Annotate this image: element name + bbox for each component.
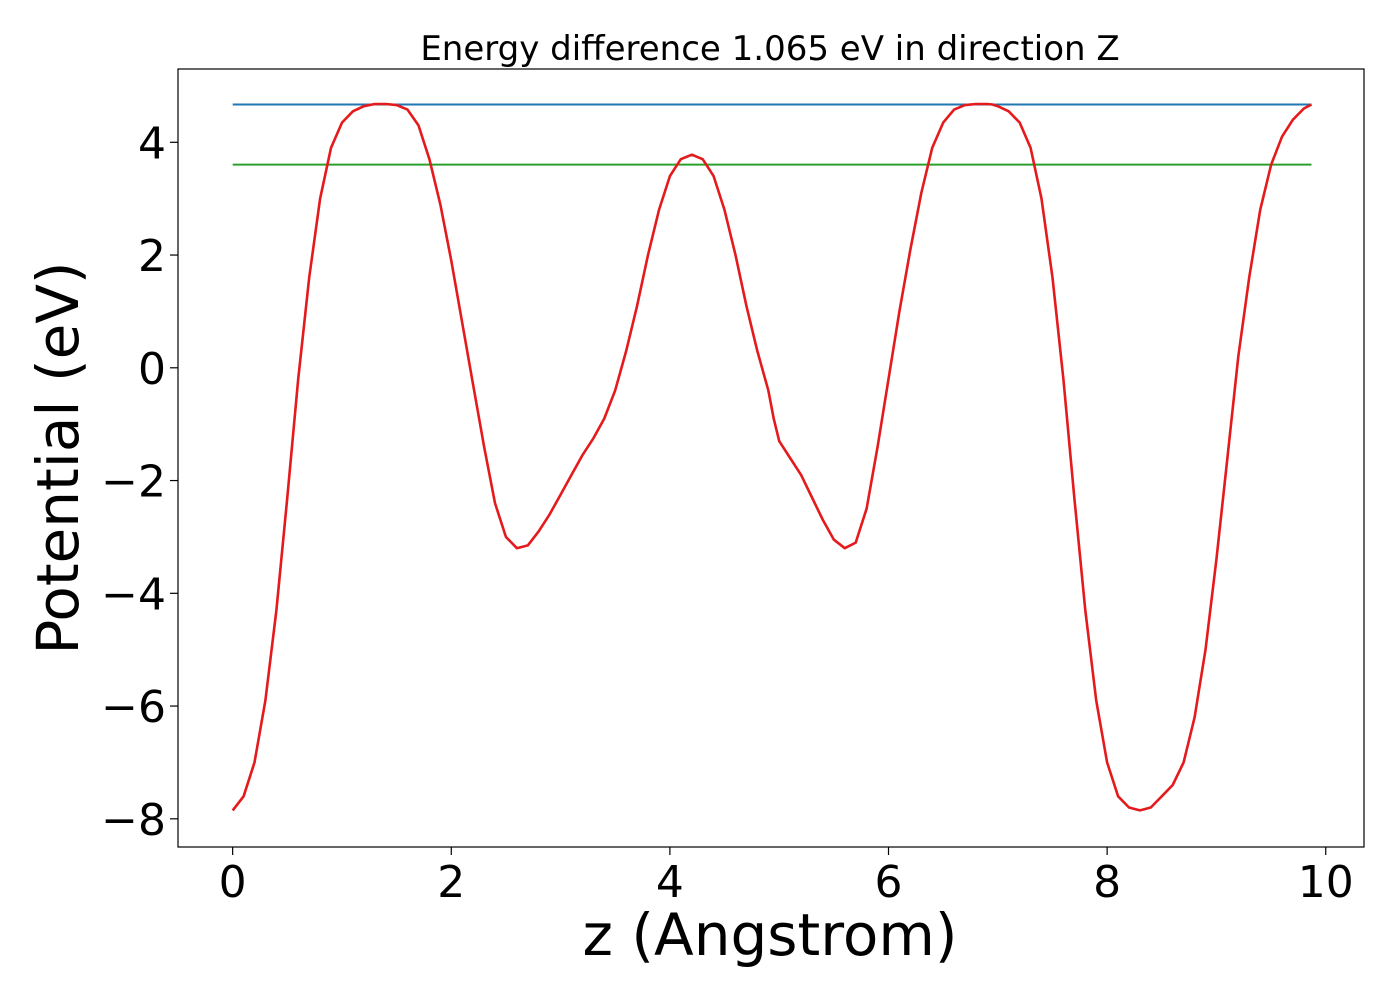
x-axis-label: z (Angstrom) (583, 901, 958, 969)
x-tick-label: 2 (437, 857, 465, 908)
y-axis-label: Potential (eV) (24, 261, 92, 654)
x-tick-label: 10 (1298, 857, 1354, 908)
y-tick-label: 2 (138, 231, 166, 282)
series-line-2 (231, 102, 1313, 812)
y-tick-label: 0 (138, 344, 166, 395)
y-tick-label: −2 (101, 457, 166, 508)
axis-ticks: 0 2 4 6 8 10 −8 −6 −4 −2 0 2 4 (101, 118, 1354, 908)
x-tick-label: 4 (656, 857, 684, 908)
y-tick-label: −4 (101, 569, 166, 620)
y-tick-label: −8 (101, 795, 166, 846)
chart-title: Energy difference 1.065 eV in direction … (420, 29, 1119, 69)
plot-area (231, 102, 1313, 812)
axes-frame (177, 68, 1365, 848)
y-tick-label: −6 (101, 682, 166, 733)
x-tick-label: 6 (875, 857, 903, 908)
x-tick-label: 8 (1093, 857, 1121, 908)
x-tick-label: 0 (219, 857, 247, 908)
y-tick-label: 4 (138, 118, 166, 169)
